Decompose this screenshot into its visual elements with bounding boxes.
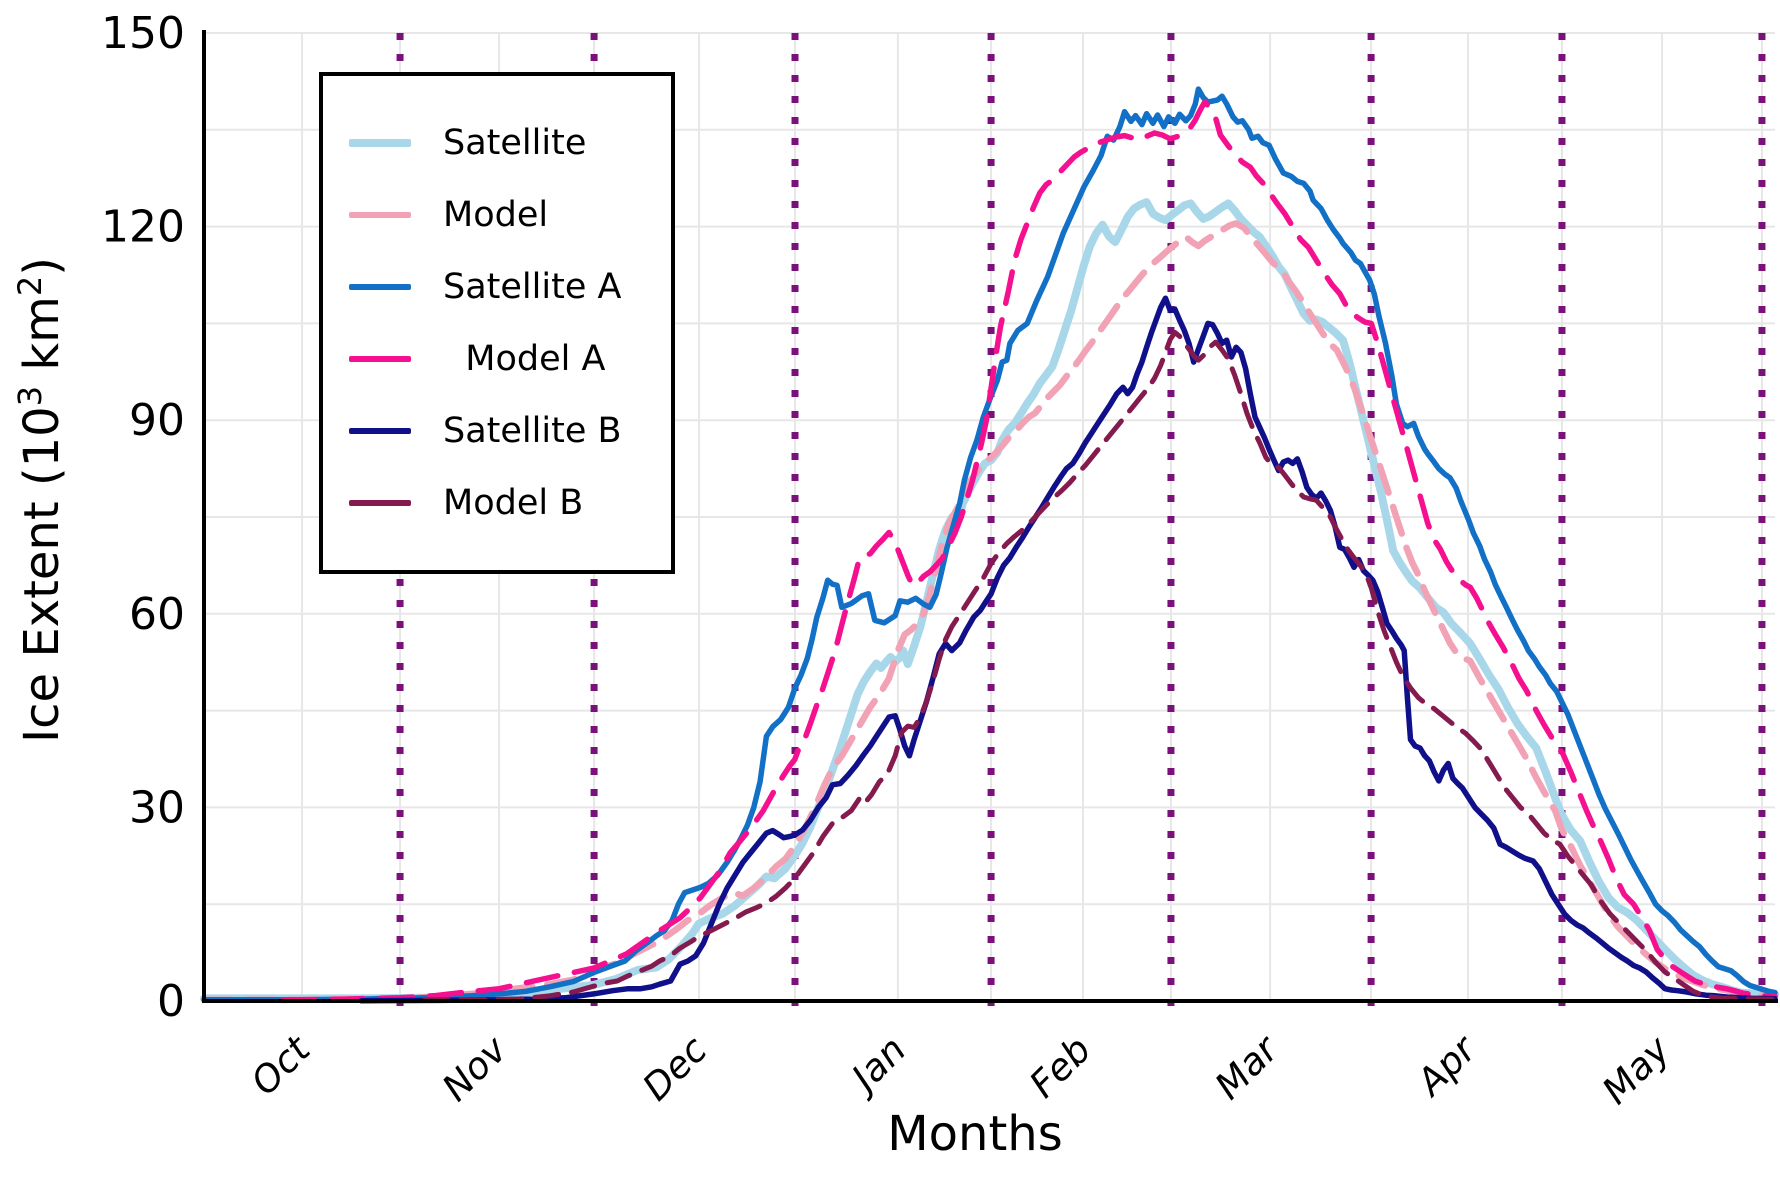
x-tick-label-nov: Nov — [434, 1027, 516, 1109]
legend-item-satellite-b: Satellite B — [323, 395, 671, 467]
x-tick-label-dec: Dec — [634, 1028, 715, 1109]
legend-label: Satellite — [443, 123, 587, 163]
y-tick-label: 150 — [101, 8, 185, 59]
legend-swatch-model-a — [349, 356, 411, 362]
y-tick-label: 120 — [101, 202, 185, 253]
x-tick-label-oct: Oct — [243, 1027, 320, 1104]
legend-label: Model B — [443, 483, 584, 523]
legend-label: Satellite A — [443, 267, 622, 307]
y-axis-title: Ice Extent (103 km2) — [11, 257, 70, 743]
legend-swatch-model-b — [349, 500, 411, 506]
legend-swatch-satellite-b — [349, 428, 411, 434]
legend-label: Satellite B — [443, 411, 622, 451]
legend-item-model: Model — [323, 179, 671, 251]
y-tick-label: 0 — [157, 976, 185, 1027]
x-tick-label-may: May — [1594, 1027, 1679, 1112]
legend-swatch-satellite — [349, 139, 411, 147]
series-satellite-a — [201, 86, 1778, 1003]
x-tick-label-jan: Jan — [839, 1028, 915, 1104]
legend-item-satellite-a: Satellite A — [323, 251, 671, 323]
legend-label: Model — [443, 195, 549, 235]
y-tick-label: 60 — [129, 589, 185, 640]
x-tick-labels: Oct Nov Dec Jan Feb Mar Apr May — [243, 1026, 1679, 1112]
legend-item-satellite: Satellite — [323, 107, 671, 179]
series-satellite-b — [358, 295, 1778, 1004]
y-tick-label: 30 — [129, 782, 185, 833]
legend-item-model-b: Model B — [323, 467, 671, 539]
legend-swatch-satellite-a — [349, 284, 411, 290]
x-tick-label-feb: Feb — [1021, 1028, 1099, 1106]
legend-swatch-model — [349, 211, 411, 219]
axis-spines — [202, 30, 1778, 1003]
data-series — [200, 86, 1779, 1004]
legend-item-model-a: Model A — [323, 323, 671, 395]
legend: Satellite Model Satellite A Model A Satelli… — [319, 72, 675, 574]
y-tick-label: 90 — [129, 395, 185, 446]
y-tick-labels: 150 120 90 60 30 0 — [101, 8, 185, 1027]
series-model-a — [279, 99, 1778, 1004]
x-tick-label-apr: Apr — [1407, 1026, 1486, 1105]
x-axis-title: Months — [887, 1106, 1062, 1162]
legend-label: Model A — [443, 339, 606, 379]
x-tick-label-mar: Mar — [1207, 1026, 1289, 1108]
